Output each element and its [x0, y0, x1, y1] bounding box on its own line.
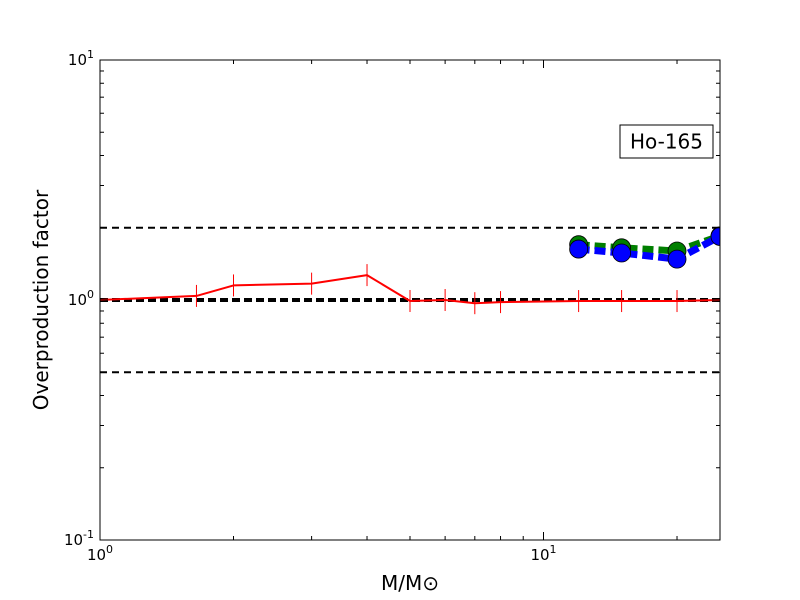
tick-label: 10-1 [64, 528, 94, 549]
tick-label: 101 [530, 543, 556, 564]
data-point [569, 239, 589, 259]
x-axis-label: M/M⊙ [381, 571, 439, 595]
data-point [612, 243, 632, 263]
series-line [578, 232, 720, 255]
tick-label: 100 [68, 288, 94, 309]
data-point [667, 249, 687, 269]
y-axis-label: Overproduction factor [29, 189, 53, 410]
tick-label: 100 [87, 543, 113, 564]
annotation-label: Ho-165 [630, 130, 703, 154]
data-point [710, 227, 720, 246]
reference-lines [100, 226, 720, 374]
annotation-box: Ho-165 [619, 124, 714, 159]
series-line [578, 233, 720, 263]
series-layer [100, 226, 720, 315]
tick-label: 101 [68, 48, 94, 69]
annotation-frame [619, 124, 714, 159]
